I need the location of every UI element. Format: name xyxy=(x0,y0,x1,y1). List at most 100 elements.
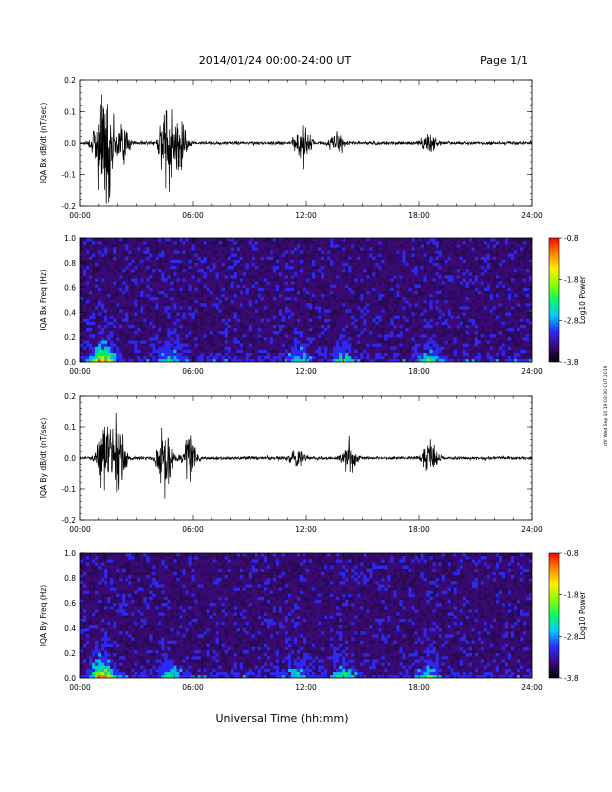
spectrogram-cell xyxy=(281,300,286,304)
spectrogram-cell xyxy=(381,315,385,319)
spectrogram-cell xyxy=(116,662,120,666)
spectrogram-cell xyxy=(306,358,310,362)
spectrogram-cell xyxy=(116,634,120,638)
spectrogram-cell xyxy=(80,603,84,607)
spectrogram-cell xyxy=(501,337,506,341)
spectrogram-cell xyxy=(287,284,292,288)
spectrogram-cell xyxy=(342,324,346,329)
spectrogram-cell xyxy=(302,247,307,251)
spectrogram-cell xyxy=(348,278,352,282)
spectrogram-cell xyxy=(80,250,84,254)
spectrogram-cell xyxy=(312,284,316,288)
spectrogram-cell xyxy=(131,318,135,322)
spectrogram-cell xyxy=(173,331,177,335)
spectrogram-cell xyxy=(167,352,171,357)
spectrogram-cell xyxy=(393,355,397,360)
spectrogram-cell xyxy=(137,349,141,353)
spectrogram-cell xyxy=(312,334,316,338)
spectrogram-cell xyxy=(101,269,105,273)
y-axis-label: IQA By dB/dt (nT/sec) xyxy=(39,418,48,499)
spectrogram-cell xyxy=(113,343,117,347)
spectrogram-cell xyxy=(468,272,473,276)
spectrogram-cell xyxy=(369,321,373,326)
spectrogram-cell xyxy=(251,247,256,251)
spectrogram-cell xyxy=(372,306,376,310)
spectrogram-cell xyxy=(116,327,120,332)
spectrogram-cell xyxy=(435,327,439,332)
spectrogram-cell xyxy=(483,278,488,282)
spectrogram-cell xyxy=(504,265,509,270)
spectrogram-cell xyxy=(239,355,244,360)
spectrogram-cell xyxy=(263,293,268,298)
spectrogram-cell xyxy=(336,346,340,350)
spectrogram-cell xyxy=(423,275,427,279)
spectrogram-cell xyxy=(233,281,237,285)
spectrogram-cell xyxy=(278,337,283,341)
spectrogram-cell xyxy=(104,659,108,663)
spectrogram-cell xyxy=(287,321,292,326)
spectrogram-cell xyxy=(236,269,240,273)
spectrogram-cell xyxy=(170,253,174,257)
spectrogram-cell xyxy=(426,324,430,329)
spectrogram-cell xyxy=(495,281,500,285)
spectrogram-cell xyxy=(104,284,108,288)
spectrogram-cell xyxy=(188,247,192,251)
spectrogram-cell xyxy=(324,321,328,326)
spectrogram-cell xyxy=(336,352,340,357)
spectrogram-cell xyxy=(519,259,524,264)
spectrogram-cell xyxy=(134,358,138,362)
spectrogram-cell xyxy=(465,284,470,288)
spectrogram-cell xyxy=(236,346,240,350)
spectrogram-cell xyxy=(489,327,494,332)
spectrogram-cell xyxy=(119,568,123,573)
spectrogram-cell xyxy=(218,300,222,304)
y-tick-label: -0.2 xyxy=(61,516,76,525)
spectrogram-cell xyxy=(89,665,93,669)
spectrogram-cell xyxy=(293,262,298,267)
spectrogram-cell xyxy=(170,315,174,319)
spectrogram-cell xyxy=(113,352,117,357)
spectrogram-cell xyxy=(89,653,93,657)
spectrogram-cell xyxy=(366,290,370,295)
spectrogram-cell xyxy=(269,346,274,350)
spectrogram-cell xyxy=(339,287,343,291)
spectrogram-cell xyxy=(227,355,231,360)
spectrogram-cell xyxy=(468,300,473,304)
spectrogram-cell xyxy=(315,256,319,260)
spectrogram-cell xyxy=(396,250,400,254)
y-tick-label: 0.0 xyxy=(64,454,76,463)
spectrogram-cell xyxy=(122,559,126,563)
spectrogram-cell xyxy=(92,318,96,322)
spectrogram-cell xyxy=(299,343,304,347)
spectrogram-cell xyxy=(134,287,138,291)
spectrogram-cell xyxy=(110,618,114,623)
spectrogram-cell xyxy=(263,346,268,350)
spectrogram-cell xyxy=(140,331,144,335)
spectrogram-cell xyxy=(92,340,96,344)
spectrogram-cell xyxy=(378,309,382,313)
spectrogram-cell xyxy=(131,241,135,245)
spectrogram-cell xyxy=(281,334,286,338)
spectrogram-cell xyxy=(438,331,442,335)
spectrogram-cell xyxy=(312,318,316,322)
spectrogram-cell xyxy=(387,272,391,276)
spectrogram-cell xyxy=(429,355,433,360)
spectrogram-cell xyxy=(414,278,418,282)
spectrogram-cell xyxy=(420,346,424,350)
spectrogram-cell xyxy=(98,337,102,341)
spectrogram-cell xyxy=(474,343,479,347)
spectrogram-cell xyxy=(315,287,319,291)
spectrogram-cell xyxy=(522,349,527,353)
spectrogram-cell xyxy=(390,278,394,282)
spectrogram-cell xyxy=(396,324,400,329)
spectrogram-cell xyxy=(158,352,162,357)
spectrogram-cell xyxy=(278,241,283,245)
spectrogram-cell xyxy=(417,272,421,276)
spectrogram-cell xyxy=(260,321,265,326)
spectrogram-cell xyxy=(200,337,204,341)
spectrogram-cell xyxy=(522,281,527,285)
spectrogram-cell xyxy=(453,321,457,326)
spectrogram-cell xyxy=(122,265,126,270)
spectrogram-cell xyxy=(456,272,460,276)
spectrogram-cell xyxy=(161,253,165,257)
